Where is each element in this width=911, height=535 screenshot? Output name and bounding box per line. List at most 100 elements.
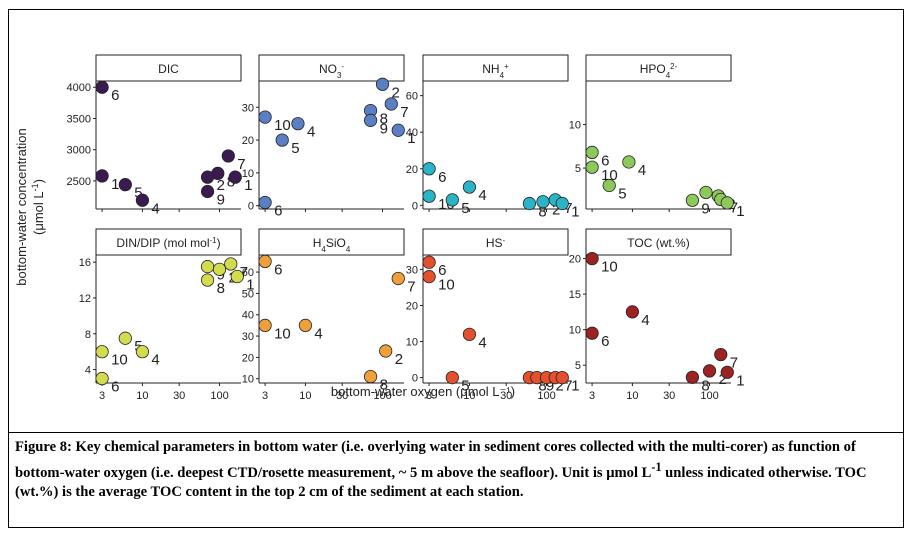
panel-strip bbox=[585, 54, 732, 82]
data-point bbox=[585, 145, 599, 160]
data-point bbox=[445, 193, 459, 207]
point-label: 4 bbox=[638, 162, 646, 179]
data-point bbox=[422, 189, 436, 203]
panel-strip bbox=[585, 228, 732, 256]
data-point bbox=[135, 193, 150, 207]
data-point bbox=[212, 262, 227, 276]
panel-title: HPO42- bbox=[640, 62, 678, 80]
point-label: 7 bbox=[407, 278, 415, 295]
x-tick-label: 30 bbox=[663, 390, 675, 402]
data-point bbox=[585, 251, 599, 266]
point-label: 6 bbox=[438, 262, 446, 279]
point-label: 1 bbox=[244, 177, 252, 194]
point-label: 7 bbox=[237, 156, 245, 173]
panel-strip bbox=[258, 228, 405, 256]
panel-title-sub: 4 bbox=[321, 245, 326, 254]
panel-title: DIN/DIP (mol mol-1) bbox=[116, 236, 220, 251]
data-point bbox=[118, 178, 132, 192]
data-point bbox=[221, 149, 235, 163]
y-axis-label: bottom-water concentration bbox=[14, 128, 29, 286]
data-point bbox=[555, 196, 569, 211]
panel-strip bbox=[95, 54, 242, 82]
data-point bbox=[363, 369, 378, 384]
y-tick-label: 4000 bbox=[67, 82, 91, 94]
data-point bbox=[95, 80, 109, 94]
data-point bbox=[720, 365, 734, 379]
point-label: 6 bbox=[438, 169, 446, 186]
x-tick-label: 30 bbox=[173, 390, 185, 402]
panel-title-sup: + bbox=[504, 62, 509, 71]
y-tick-label: 10 bbox=[242, 168, 254, 180]
y-tick-label: 20 bbox=[242, 352, 254, 364]
data-point bbox=[585, 326, 599, 340]
panel-title-sub2: 4 bbox=[346, 245, 351, 254]
y-tick-label: 2500 bbox=[67, 176, 91, 188]
panel-title-main: DIC bbox=[158, 62, 179, 76]
panel-title: HS- bbox=[486, 236, 506, 251]
point-label: 10 bbox=[438, 277, 455, 294]
data-point bbox=[685, 370, 700, 384]
point-label: 1 bbox=[736, 203, 744, 220]
point-label: 1 bbox=[571, 204, 579, 221]
point-label: 2 bbox=[552, 202, 560, 219]
data-point bbox=[118, 331, 132, 345]
y-tick-label: 20 bbox=[406, 164, 418, 176]
point-label: 2 bbox=[392, 84, 400, 101]
data-point bbox=[291, 117, 305, 131]
y-axis-unit-main: (μmol L bbox=[31, 191, 46, 235]
panel-title-sup: 2- bbox=[670, 62, 677, 71]
y-tick-label: 0 bbox=[248, 201, 254, 213]
figure-chart: bottom-water concentration (μmol L-1) bott… bbox=[14, 54, 745, 402]
point-label: 8 bbox=[380, 111, 388, 128]
y-tick-label: 30 bbox=[406, 264, 418, 276]
x-tick-label: 10 bbox=[463, 390, 475, 402]
x-tick-label: 30 bbox=[500, 390, 512, 402]
x-tick-label: 3 bbox=[426, 390, 432, 402]
x-tick-label: 10 bbox=[299, 390, 311, 402]
point-label: 10 bbox=[274, 117, 291, 134]
data-point bbox=[702, 364, 717, 378]
point-label: 7 bbox=[400, 104, 408, 121]
caption-divider bbox=[8, 432, 904, 433]
y-axis-unit-sup: -1 bbox=[30, 183, 40, 191]
panel-title-sub: 4 bbox=[666, 71, 671, 80]
data-point bbox=[445, 370, 459, 385]
data-point bbox=[200, 184, 215, 199]
point-label: 4 bbox=[307, 124, 315, 141]
data-point bbox=[685, 193, 700, 207]
y-tick-label: 10 bbox=[406, 337, 418, 349]
data-point bbox=[258, 110, 272, 124]
x-tick-label: 10 bbox=[136, 390, 148, 402]
x-tick-label: 100 bbox=[537, 390, 555, 402]
panel-dic: DIC25003000350040006105498271 bbox=[67, 54, 253, 217]
y-tick-label: 5 bbox=[575, 360, 581, 372]
panel-strip bbox=[422, 228, 569, 256]
y-tick-label: 60 bbox=[406, 91, 418, 103]
data-point bbox=[585, 160, 599, 174]
panel-title: NH4+ bbox=[482, 62, 509, 80]
data-point bbox=[135, 345, 150, 359]
panel-title-main: TOC (wt.%) bbox=[627, 236, 689, 250]
point-label: 2 bbox=[719, 371, 727, 388]
y-tick-label: 50 bbox=[242, 288, 254, 300]
data-point bbox=[224, 257, 238, 271]
y-tick-label: 3500 bbox=[67, 113, 91, 125]
data-point bbox=[625, 305, 640, 319]
x-axis-label: bottom-water oxygen (μmol L⁻¹) bbox=[331, 384, 515, 399]
data-point bbox=[95, 169, 109, 183]
data-point bbox=[375, 77, 390, 91]
x-tick-label: 3 bbox=[99, 390, 105, 402]
data-point bbox=[536, 195, 550, 209]
point-label: 2 bbox=[556, 378, 564, 395]
y-tick-label: 30 bbox=[242, 331, 254, 343]
point-label: 6 bbox=[274, 202, 282, 219]
point-label: 1 bbox=[736, 372, 744, 389]
y-tick-label: 15 bbox=[569, 289, 581, 301]
data-point bbox=[200, 273, 215, 287]
y-tick-label: 20 bbox=[406, 300, 418, 312]
y-axis-unit-end: ) bbox=[31, 179, 46, 183]
x-tick-label: 100 bbox=[700, 390, 718, 402]
point-label: 10 bbox=[601, 167, 618, 184]
